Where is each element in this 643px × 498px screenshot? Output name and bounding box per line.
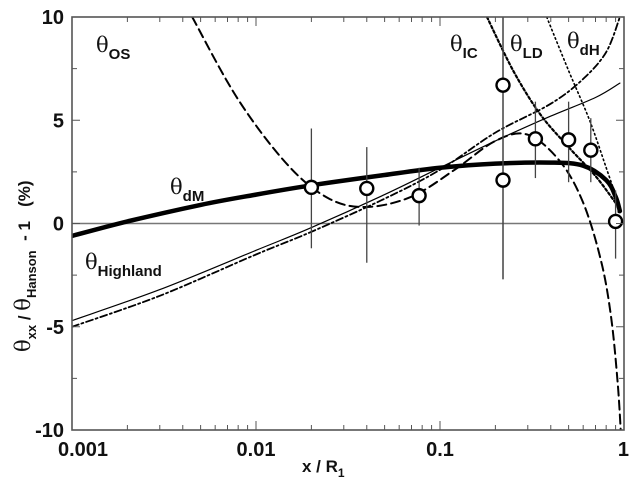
x-tick-label: 0.001 (58, 439, 108, 461)
y-tick-label: -5 (46, 317, 64, 339)
curve-theta-os (191, 17, 622, 430)
label-theta-dh: θdH (567, 29, 600, 59)
curve-theta-dm (72, 160, 623, 239)
y-tick-label: 5 (53, 110, 64, 132)
data-point-marker (560, 132, 577, 148)
x-tick-label: 1 (618, 439, 629, 461)
label-theta-os: θOS (96, 33, 130, 63)
curve-theta-highland (72, 82, 621, 322)
curve-labels: θOS θdM θHighland θIC θLD θdH (85, 29, 600, 280)
data-point-marker (527, 131, 544, 147)
y-axis-title: θxx / θHanson - 1 (%) (11, 180, 39, 352)
data-point-marker (411, 187, 427, 204)
axis-titles: x / R1 θxx / θHanson - 1 (%) (11, 180, 345, 480)
data-point-marker (495, 172, 511, 188)
data-points (303, 17, 624, 280)
y-tick-label: 0 (53, 214, 64, 236)
label-theta-highland: θHighland (85, 250, 162, 280)
x-tick-label: 0.1 (426, 439, 454, 461)
axes: 0.001 0.01 0.1 1 10 5 0 -5 -10 (35, 7, 629, 461)
curve-theta-dh (72, 17, 621, 328)
label-theta-dm: θdM (170, 175, 204, 205)
data-point-marker (607, 213, 624, 230)
x-axis-title: x / R1 (302, 457, 345, 480)
label-theta-ld: θLD (510, 32, 543, 62)
data-point-marker (359, 180, 375, 197)
data-point-marker (583, 142, 599, 158)
y-tick-label: -10 (35, 420, 64, 442)
curve-theta-ic (485, 17, 617, 204)
data-point-marker (303, 179, 320, 196)
label-theta-ic: θIC (450, 32, 478, 62)
y-tick-label: 10 (42, 7, 64, 29)
data-point-marker (495, 77, 511, 93)
x-tick-label: 0.01 (237, 439, 276, 461)
